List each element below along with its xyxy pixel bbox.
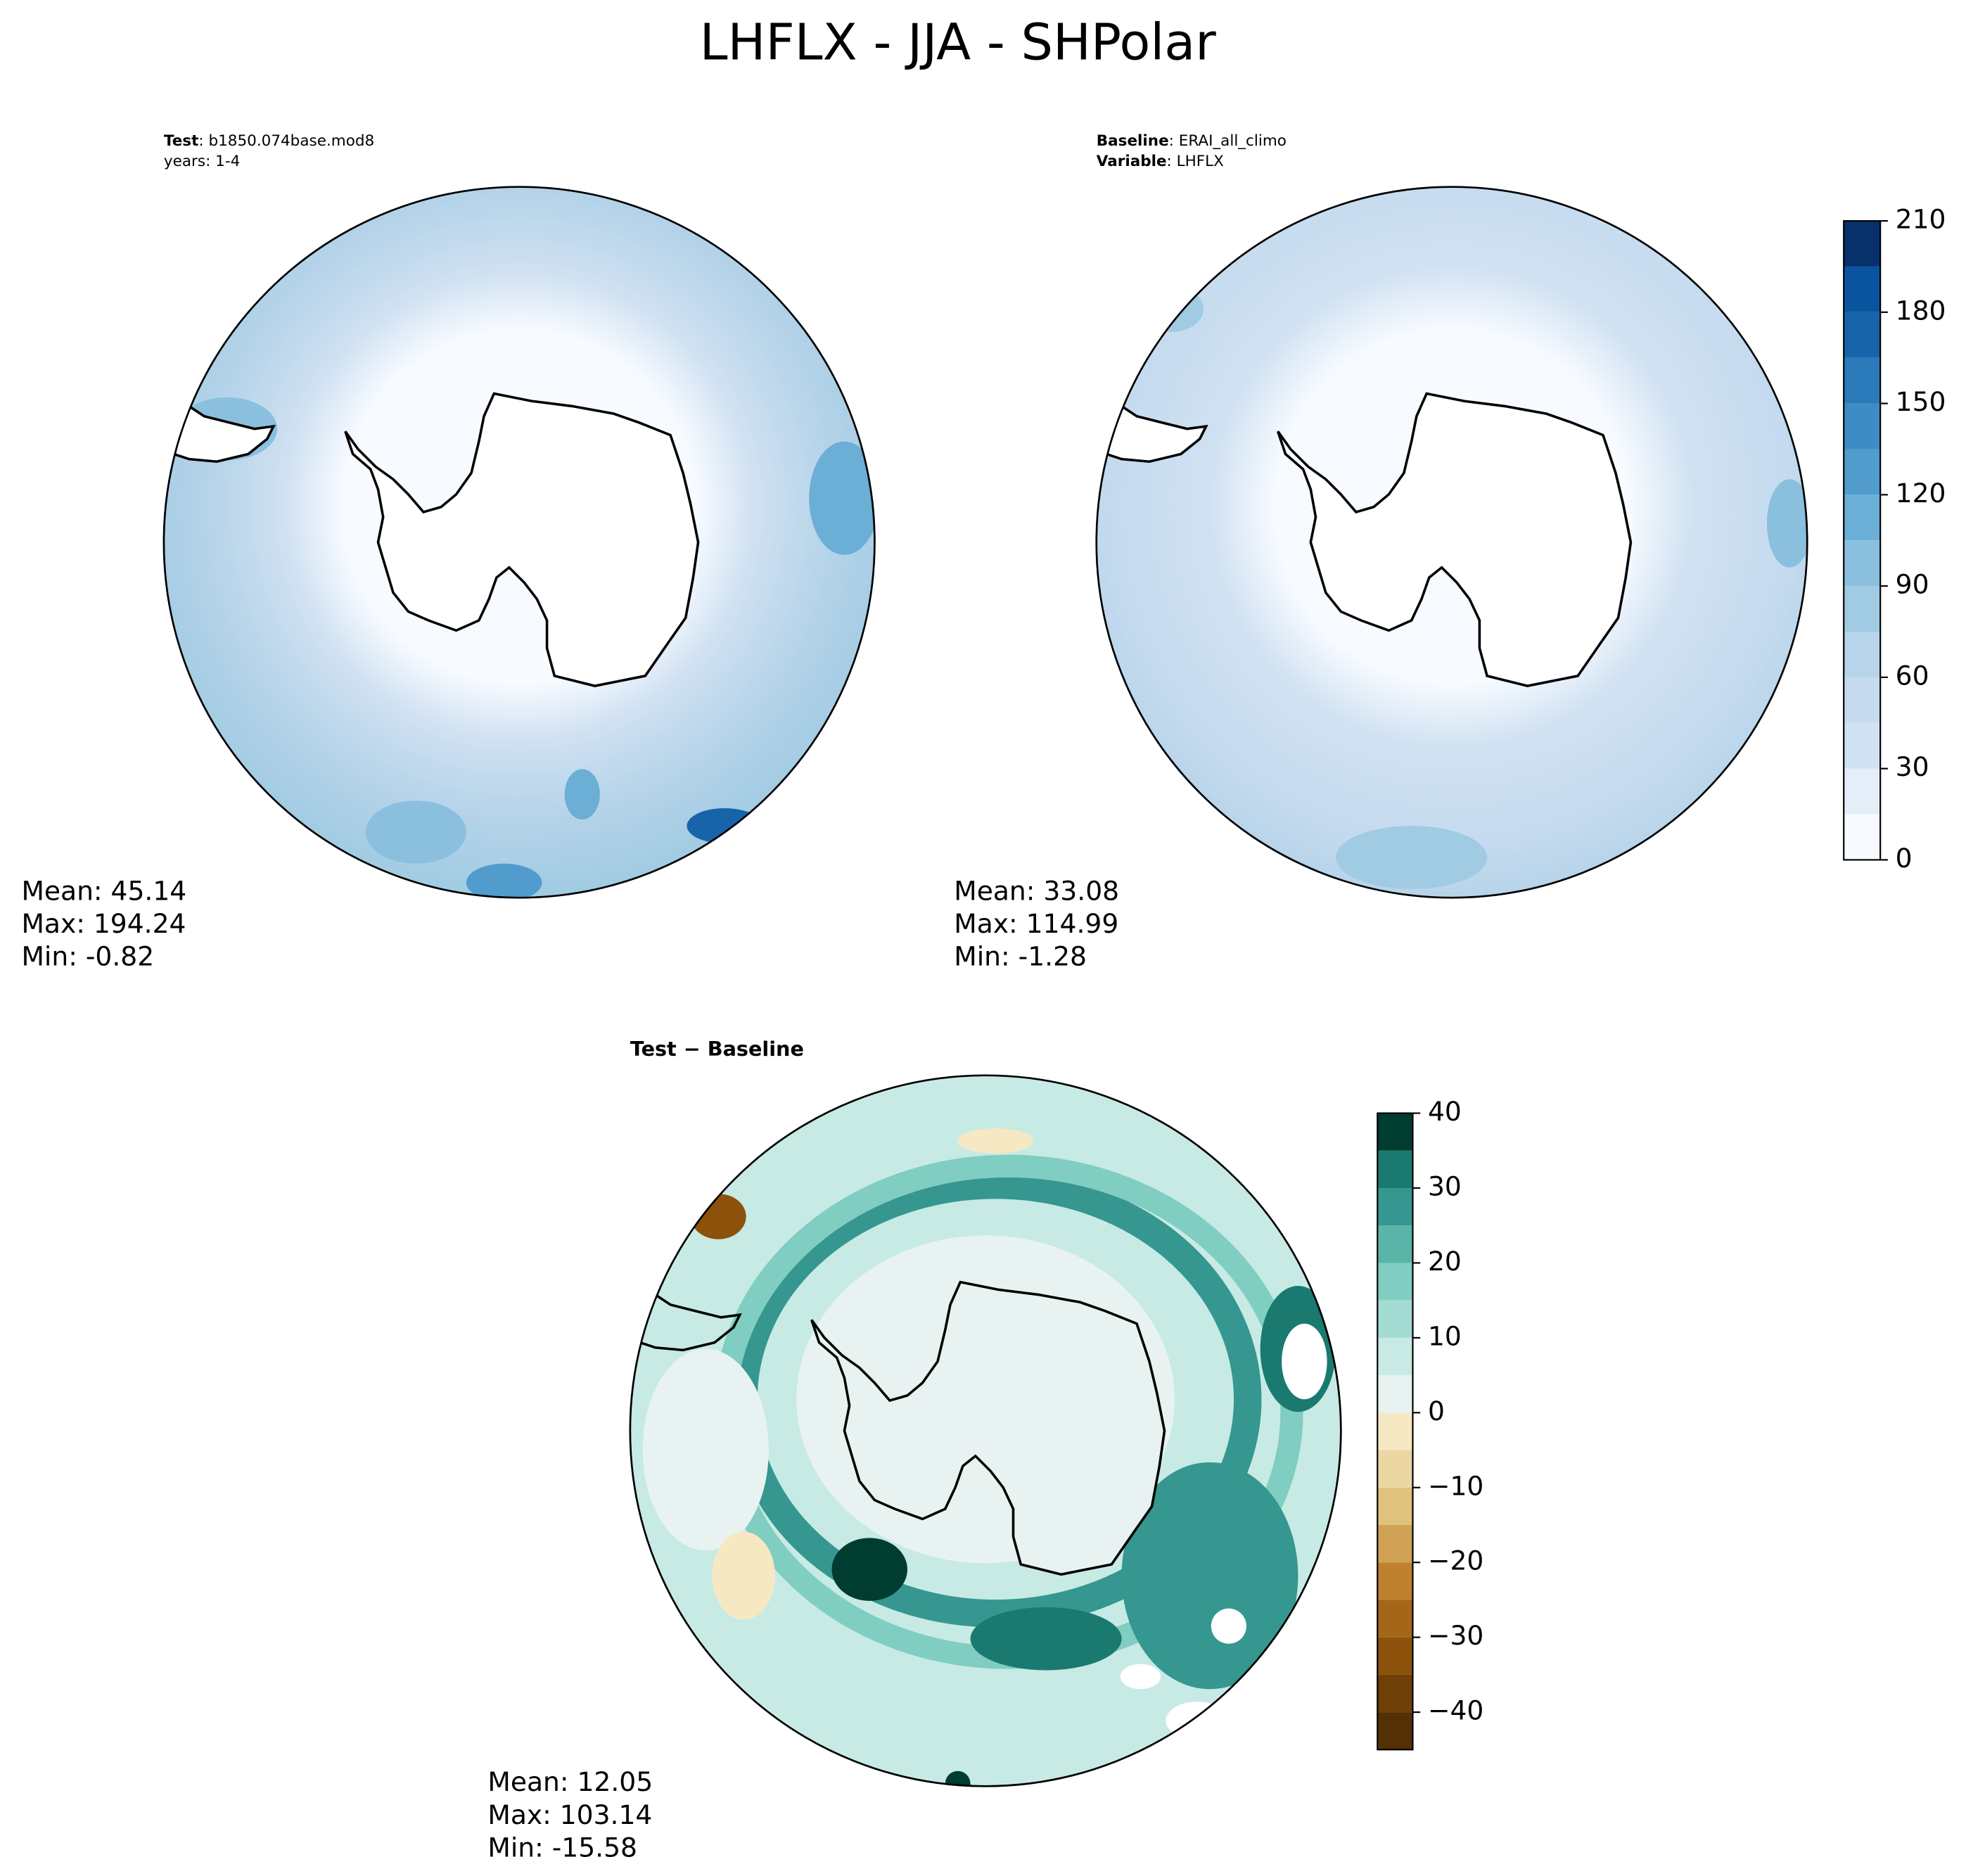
panel-header: Test: b1850.074base.mod8 (164, 132, 374, 150)
stat-text: Max: 114.99 (954, 908, 1118, 939)
map-border (1095, 186, 1808, 899)
colorbar-tick-label: 0 (1896, 843, 1913, 874)
colorbar-tick-label: 90 (1896, 569, 1929, 600)
colorbar-band (1844, 586, 1881, 632)
map-border (162, 186, 876, 899)
header-label: Variable (1097, 153, 1167, 170)
colorbar-band (1377, 1412, 1413, 1450)
panel-header: Variable: LHFLX (1097, 153, 1224, 170)
stat-text: Mean: 45.14 (21, 876, 186, 907)
difference-map (630, 1075, 1341, 1787)
colorbar-tick-label: 30 (1896, 751, 1929, 782)
colorbar-band (1844, 814, 1881, 860)
header-label: Baseline (1097, 132, 1169, 150)
colorbar-tick-label: 30 (1428, 1170, 1462, 1201)
colorbar-band (1844, 312, 1881, 358)
stat-text: Min: -1.28 (954, 941, 1087, 972)
colorbar-band (1377, 1450, 1413, 1488)
panel-title: Test − Baseline (630, 1037, 804, 1061)
map-border (629, 1074, 1342, 1787)
colorbar-band (1377, 1300, 1413, 1338)
stat-text: Max: 194.24 (21, 908, 186, 939)
colorbar-band (1844, 357, 1881, 404)
colorbar-tick-label: 180 (1896, 295, 1946, 326)
colorbar-tick-label: −20 (1428, 1545, 1483, 1576)
colorbar-band (1844, 768, 1881, 815)
colorbar-band (1377, 1187, 1413, 1226)
colorbar-tick-label: 20 (1428, 1246, 1462, 1277)
colorbar-band (1377, 1562, 1413, 1600)
stat-text: Min: -0.82 (21, 941, 154, 972)
colorbar-tick-label: 10 (1428, 1320, 1462, 1351)
colorbar-tick-label: −40 (1428, 1695, 1483, 1726)
colorbar-band (1844, 722, 1881, 769)
colorbar-tick-label: −10 (1428, 1470, 1483, 1501)
colorbar-band (1844, 449, 1881, 495)
colorbar-tick-label: 120 (1896, 478, 1946, 509)
colorbar-band (1377, 1225, 1413, 1263)
stat-text: Mean: 12.05 (487, 1766, 653, 1797)
colorbar-band (1377, 1113, 1413, 1151)
colorbar-tick-label: −30 (1428, 1620, 1483, 1651)
colorbar-band (1377, 1487, 1413, 1525)
colorbar-band (1377, 1600, 1413, 1638)
header-text: years: 1-4 (164, 153, 240, 170)
colorbar-band (1377, 1375, 1413, 1413)
stat-text: Max: 103.14 (487, 1799, 652, 1830)
colorbar-band (1844, 631, 1881, 677)
panel-header: Baseline: ERAI_all_climo (1097, 132, 1287, 150)
colorbar-tick-label: 210 (1896, 204, 1946, 235)
colorbar-band (1377, 1150, 1413, 1188)
colorbar-band (1377, 1337, 1413, 1376)
colorbar-band (1844, 494, 1881, 541)
colorbar-band (1844, 403, 1881, 449)
colorbar-band (1844, 221, 1881, 267)
colorbar-frame (1377, 1112, 1414, 1751)
colorbar-band (1377, 1712, 1413, 1750)
colorbar-band (1844, 540, 1881, 587)
colorbar-tick-label: 60 (1896, 660, 1929, 691)
stat-text: Mean: 33.08 (954, 876, 1119, 907)
colorbar-tick-label: 0 (1428, 1396, 1445, 1427)
header-label: Test (164, 132, 198, 150)
figure-title: LHFLX - JJA - SHPolar (700, 13, 1217, 72)
colorbar-frame (1843, 219, 1882, 861)
test-map (163, 186, 875, 898)
stat-text: Min: -15.58 (487, 1832, 637, 1863)
colorbar-band (1377, 1524, 1413, 1563)
header-text: : LHFLX (1167, 153, 1225, 170)
header-text: : ERAI_all_climo (1169, 132, 1287, 150)
colorbar-band (1377, 1637, 1413, 1675)
colorbar-band (1377, 1263, 1413, 1301)
header-text: : b1850.074base.mod8 (198, 132, 374, 150)
colorbar-band (1377, 1674, 1413, 1713)
colorbar-band (1844, 677, 1881, 723)
colorbar-tick-label: 150 (1896, 386, 1946, 417)
colorbar-band (1844, 266, 1881, 312)
colorbar-tick-label: 40 (1428, 1096, 1462, 1127)
panel-header: years: 1-4 (164, 153, 240, 170)
